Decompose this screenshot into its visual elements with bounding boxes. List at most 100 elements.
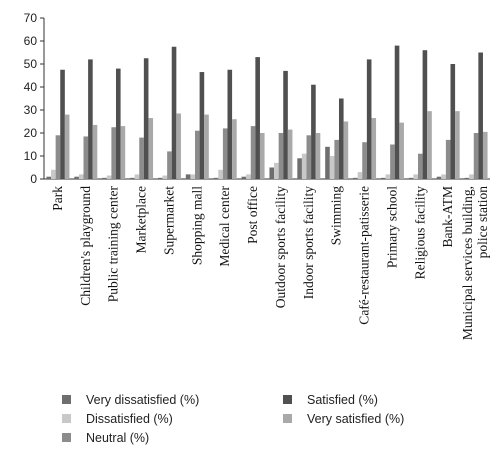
bar bbox=[427, 111, 432, 179]
bar bbox=[204, 114, 209, 179]
x-category-label-line: police station bbox=[475, 186, 490, 259]
y-tick-label: 40 bbox=[24, 80, 38, 94]
bar bbox=[297, 158, 302, 179]
bar bbox=[334, 139, 339, 179]
x-category-label: Religious facility bbox=[412, 186, 427, 280]
bar bbox=[394, 45, 400, 179]
x-category-label: Medical center bbox=[217, 185, 232, 266]
legend-swatch bbox=[62, 395, 71, 404]
bar bbox=[259, 133, 265, 179]
bar bbox=[83, 136, 89, 179]
x-category-label: Post office bbox=[245, 186, 260, 244]
y-axis-ticks: 0 10 20 30 40 50 60 70 bbox=[24, 11, 44, 186]
bar bbox=[464, 177, 470, 179]
x-axis-category-labels: Park Children's playground Public training… bbox=[50, 185, 490, 340]
x-category-label: Primary school bbox=[384, 186, 399, 268]
bar bbox=[143, 58, 149, 179]
bar bbox=[74, 176, 79, 179]
bar bbox=[115, 68, 121, 179]
bar bbox=[227, 69, 233, 179]
bar bbox=[399, 122, 404, 179]
bar bbox=[195, 130, 200, 179]
bar bbox=[232, 119, 237, 179]
bar bbox=[176, 113, 181, 179]
x-category-label-line: Municipal services building, bbox=[460, 186, 475, 340]
bar bbox=[362, 142, 367, 179]
bar bbox=[325, 146, 330, 179]
bar bbox=[274, 162, 279, 179]
x-category-label: Café-restaurant-patisserie bbox=[357, 186, 372, 325]
bar bbox=[102, 177, 107, 179]
bar bbox=[92, 124, 98, 179]
bar bbox=[278, 133, 284, 179]
bar bbox=[408, 177, 414, 179]
bar bbox=[418, 153, 423, 179]
bar bbox=[450, 64, 456, 179]
bar bbox=[46, 176, 52, 179]
bar bbox=[338, 98, 344, 179]
legend-label: Very satisfied (%) bbox=[307, 412, 404, 426]
bar bbox=[111, 127, 116, 179]
bar bbox=[199, 72, 205, 179]
bar bbox=[64, 114, 70, 179]
bar bbox=[120, 126, 126, 179]
bar bbox=[162, 175, 168, 179]
x-category-label: Children's playground bbox=[78, 186, 93, 306]
bar bbox=[185, 174, 191, 179]
x-category-label: Bank-ATM bbox=[440, 186, 455, 248]
bar bbox=[269, 167, 275, 179]
bar bbox=[283, 70, 288, 179]
x-category-label: Public training center bbox=[106, 186, 121, 303]
legend-item: Dissatisfied (%) bbox=[62, 412, 173, 426]
legend-item: Satisfied (%) bbox=[283, 393, 378, 407]
bar bbox=[390, 144, 395, 179]
bar bbox=[51, 169, 56, 179]
bar bbox=[130, 177, 135, 179]
y-tick-label: 0 bbox=[30, 172, 37, 186]
bar bbox=[353, 177, 358, 179]
bars bbox=[46, 45, 488, 180]
bar bbox=[385, 174, 391, 179]
bar bbox=[246, 174, 251, 179]
legend-swatch bbox=[62, 414, 71, 423]
bar bbox=[250, 126, 256, 179]
bar bbox=[213, 177, 219, 179]
y-tick-label: 10 bbox=[24, 149, 38, 163]
bar bbox=[422, 50, 428, 180]
legend: Very dissatisfied (%) Dissatisfied (%) Neu… bbox=[62, 393, 404, 445]
legend-label: Neutral (%) bbox=[86, 431, 149, 445]
y-tick-label: 50 bbox=[24, 57, 38, 71]
bar bbox=[218, 169, 223, 179]
bar bbox=[190, 174, 196, 179]
legend-item: Very satisfied (%) bbox=[283, 412, 404, 426]
bar bbox=[134, 174, 140, 179]
bar bbox=[371, 118, 377, 179]
bar bbox=[478, 52, 483, 179]
bar bbox=[482, 131, 488, 179]
bar bbox=[445, 139, 451, 179]
bar bbox=[88, 59, 93, 179]
x-category-label: Shopping mall bbox=[189, 186, 204, 265]
bar bbox=[78, 174, 84, 179]
bar bbox=[357, 172, 363, 179]
bar bbox=[455, 111, 460, 179]
bar bbox=[60, 69, 65, 179]
legend-label: Satisfied (%) bbox=[307, 393, 378, 407]
bar bbox=[55, 135, 61, 179]
bar bbox=[148, 118, 154, 179]
y-tick-label: 30 bbox=[24, 103, 38, 117]
x-category-label: Outdoor sports facility bbox=[273, 186, 288, 308]
legend-swatch bbox=[62, 433, 71, 442]
bar bbox=[301, 153, 307, 179]
x-category-label: Indoor sports facility bbox=[301, 186, 316, 299]
bar bbox=[222, 128, 228, 179]
bar bbox=[329, 156, 335, 179]
bar bbox=[311, 84, 316, 179]
bar bbox=[473, 133, 479, 179]
legend-item: Neutral (%) bbox=[62, 431, 149, 445]
bar bbox=[139, 137, 144, 179]
y-tick-label: 70 bbox=[24, 11, 38, 25]
bar bbox=[157, 177, 163, 179]
bar bbox=[469, 174, 474, 179]
legend-label: Very dissatisfied (%) bbox=[86, 393, 199, 407]
